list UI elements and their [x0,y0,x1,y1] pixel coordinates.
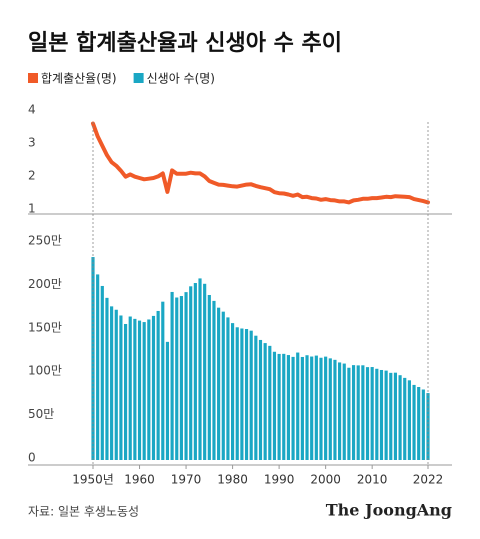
bar [105,297,109,460]
bar [207,294,211,460]
bar [142,322,146,460]
bar [272,351,277,460]
x-tick-label: 1970 [171,473,202,487]
bar [379,369,384,460]
legend-label: 합계출산율(명) [41,72,117,86]
chart-title: 일본 합계출산율과 신생아 수 추이 [28,30,342,56]
x-tick-label: 1950년 [72,473,114,487]
bar [137,320,142,460]
y-tick-label: 100만 [28,364,62,378]
bar [333,359,337,460]
x-tick-label: 2010 [357,473,388,487]
bar [203,283,207,460]
bar [231,323,235,460]
bar [365,367,370,460]
bar [123,323,128,460]
bar [375,368,379,460]
bar [403,377,407,460]
x-tick-label: 1990 [264,473,295,487]
bar [314,355,318,460]
y-tick-label: 200만 [28,277,62,291]
bar [319,357,323,460]
bar [351,365,356,460]
bar [170,291,174,460]
y-tick-label: 250만 [28,234,62,248]
legend-swatch [133,73,144,83]
bar [347,367,351,460]
bar [110,306,114,460]
bar [249,330,253,460]
y-tick-label: 1 [28,202,36,216]
bar [412,384,416,460]
bar [286,355,290,460]
bar [338,362,342,460]
bar [156,310,160,460]
bar [175,297,179,460]
bar [133,318,137,460]
bar [398,375,402,460]
bar [268,345,272,460]
y-tick-label: 3 [28,136,36,150]
bar [184,292,188,460]
y-tick-label: 0 [28,451,36,465]
bar [96,274,100,460]
bar [221,311,225,460]
bar [342,363,346,460]
y-tick-label: 2 [28,169,36,183]
bar [324,356,328,460]
legend-swatch [28,73,38,83]
bar [100,285,104,460]
bar [128,316,132,460]
bar [417,387,421,460]
bar [161,301,165,460]
bar [193,283,197,460]
y-tick-label: 150만 [28,320,62,334]
bar [310,356,314,460]
bar [235,327,239,460]
bar [370,367,374,460]
bar [291,356,295,460]
x-tick-label: 1960 [124,473,155,487]
bar [179,296,183,460]
bar [300,356,304,460]
bar [147,319,151,460]
bar [361,365,365,460]
x-tick-label: 1980 [217,473,248,487]
bar [393,372,398,460]
bar [305,355,309,460]
bar [263,343,267,460]
bar [389,372,393,460]
bar [282,353,286,460]
bar [277,353,281,460]
bar [212,300,216,460]
bar [244,329,249,460]
legend-label: 신생아 수(명) [147,72,215,86]
bar [384,370,388,460]
bar [217,307,221,460]
bar [356,365,360,460]
bar [189,286,193,460]
bar [240,328,244,460]
y-tick-label: 50만 [28,407,54,421]
bar [198,278,202,460]
x-tick-label: 2022 [413,473,444,487]
bar [421,389,425,460]
bar [254,335,258,460]
bar [151,315,156,460]
bar [119,315,123,460]
line [91,121,430,205]
bar [165,341,170,460]
bar [296,352,300,460]
bar [114,309,118,460]
y-tick-label: 4 [28,103,36,117]
bar [258,339,263,460]
source: 자료: 일본 후생노동성 [28,505,139,519]
bar [407,380,411,460]
x-tick-label: 2000 [310,473,341,487]
bar [226,317,230,460]
brand: The JoongAng [326,501,452,520]
bar [328,358,332,460]
